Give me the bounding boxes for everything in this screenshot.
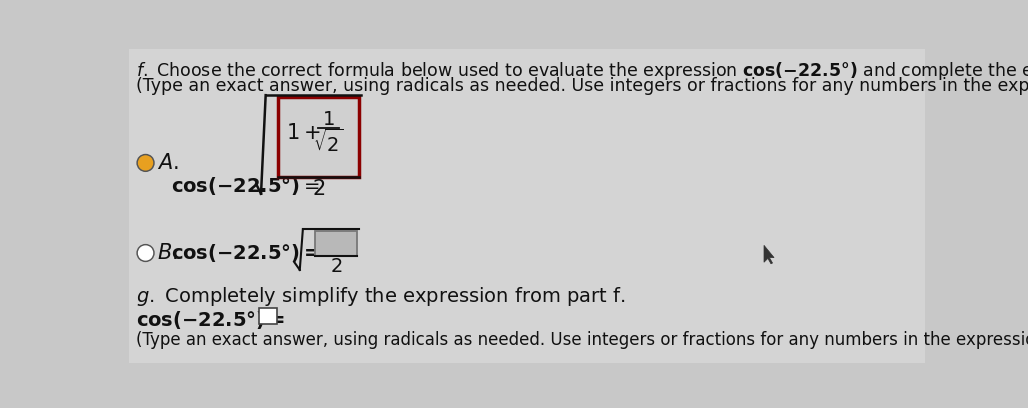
- Bar: [279, 98, 360, 177]
- Text: $\it{B.}$: $\it{B.}$: [157, 243, 178, 263]
- Bar: [259, 308, 278, 324]
- Text: $\mathbf{cos(-22.5°)=}$: $\mathbf{cos(-22.5°)=}$: [137, 309, 285, 331]
- Text: $1+$: $1+$: [286, 123, 321, 143]
- Text: (Type an exact answer, using radicals as needed. Use integers or fractions for a: (Type an exact answer, using radicals as…: [137, 77, 1028, 95]
- Polygon shape: [764, 245, 774, 264]
- Circle shape: [139, 246, 152, 260]
- Text: $\mathbf{cos(-22.5°)}=$: $\mathbf{cos(-22.5°)}=$: [171, 175, 320, 197]
- Text: $\it{g.}$ Completely simplify the expression from part f.: $\it{g.}$ Completely simplify the expres…: [137, 285, 626, 308]
- Text: $1$: $1$: [322, 109, 335, 129]
- Bar: [315, 231, 357, 256]
- Text: $\it{f.}$ Choose the correct formula below used to evaluate the expression $\bf{: $\it{f.}$ Choose the correct formula bel…: [137, 60, 1028, 82]
- Text: $\mathbf{cos(-22.5°)=-}$: $\mathbf{cos(-22.5°)=-}$: [171, 242, 343, 264]
- Text: $\sqrt{2}$: $\sqrt{2}$: [314, 129, 343, 156]
- Circle shape: [139, 156, 152, 170]
- Text: (Type an exact answer, using radicals as needed. Use integers or fractions for a: (Type an exact answer, using radicals as…: [137, 331, 1028, 349]
- Text: $2$: $2$: [330, 257, 342, 276]
- Text: $\it{A.}$: $\it{A.}$: [157, 153, 179, 173]
- Text: $2$: $2$: [313, 179, 325, 199]
